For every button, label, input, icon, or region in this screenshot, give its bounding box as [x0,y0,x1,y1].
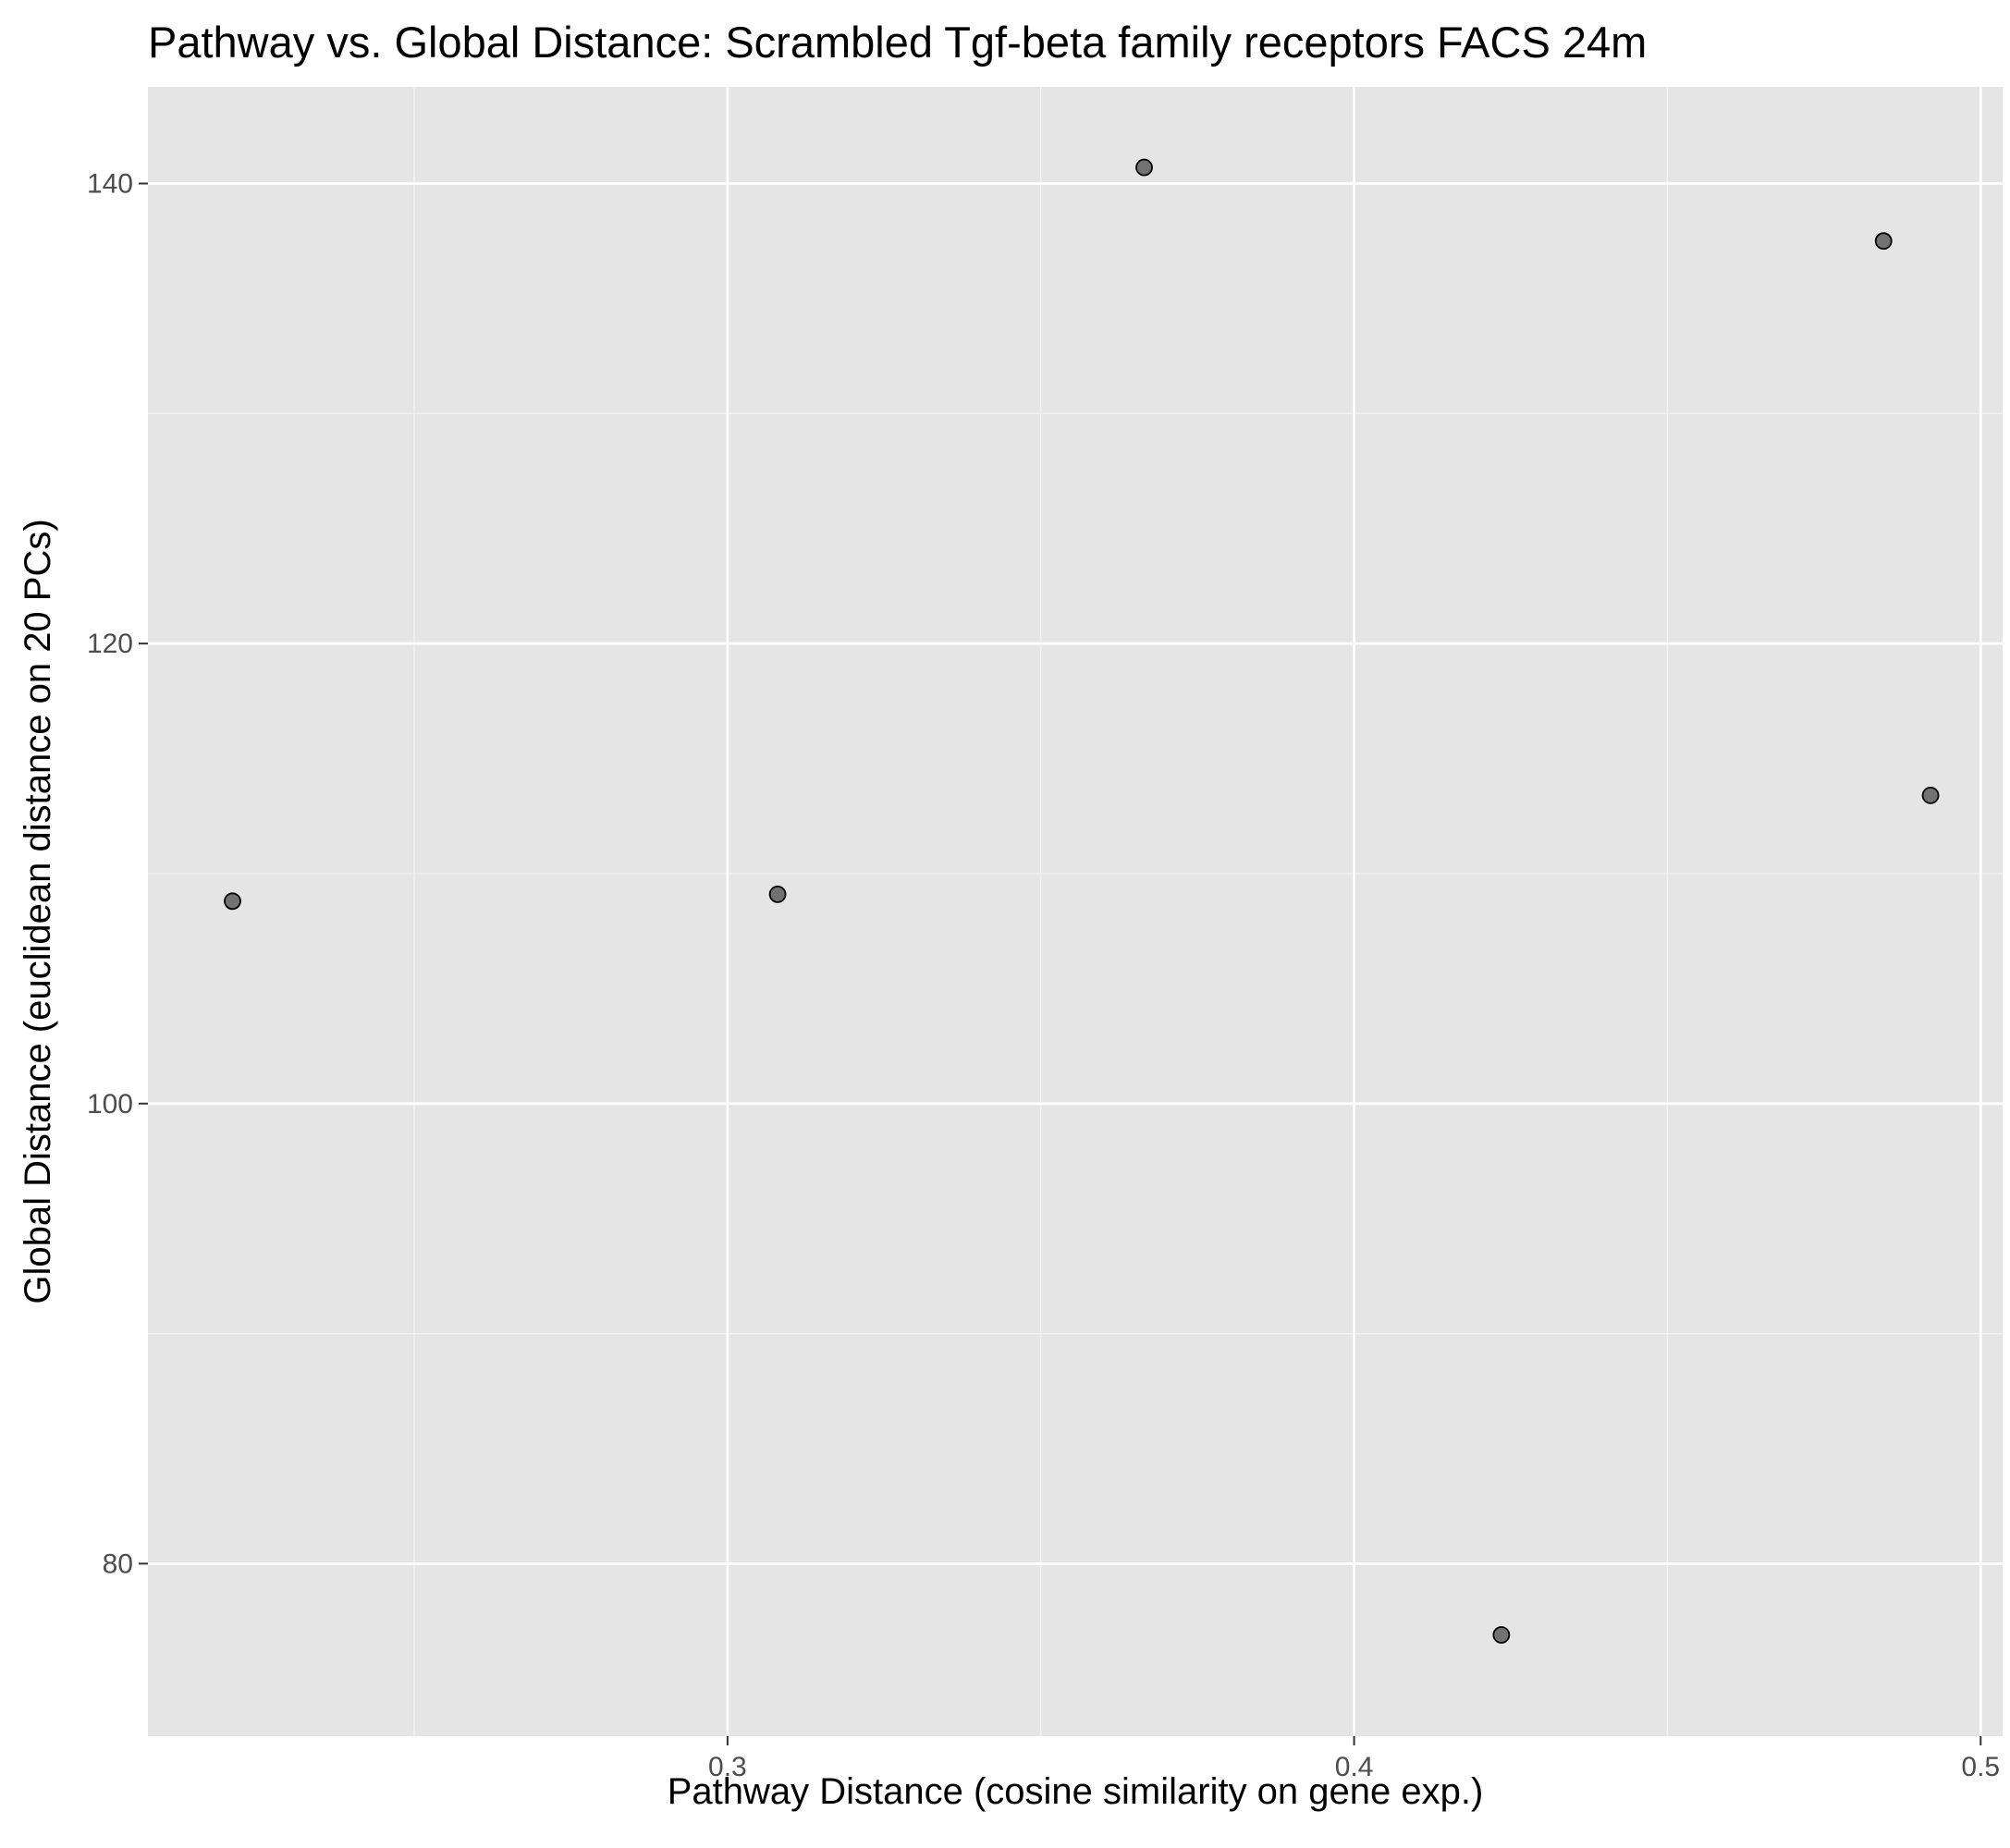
x-axis-title: Pathway Distance (cosine similarity on g… [668,1771,1484,1812]
chart-title: Pathway vs. Global Distance: Scrambled T… [148,18,1647,67]
x-tick-label: 0.3 [708,1752,747,1782]
data-point [1135,158,1153,177]
y-tick-label: 140 [87,169,133,200]
x-axis: 0.3 0.4 0.5 [708,1736,2000,1782]
data-point [1921,786,1940,804]
y-tick-label: 100 [87,1089,133,1120]
y-axis-title: Global Distance (euclidean distance on 2… [18,519,58,1303]
data-point [1492,1626,1511,1644]
data-point [224,892,241,911]
minor-gridlines [148,87,2003,1736]
plot-panel [148,87,2003,1736]
data-point [1874,232,1893,251]
x-tick-label: 0.5 [1961,1752,2000,1782]
x-tick-label: 0.4 [1335,1752,1374,1782]
data-point [768,885,787,903]
y-tick-label: 80 [103,1548,133,1579]
data-points [224,158,1940,1644]
y-axis: 80 100 120 140 [87,169,148,1579]
y-tick-label: 120 [87,629,133,659]
major-gridlines [148,87,2003,1736]
